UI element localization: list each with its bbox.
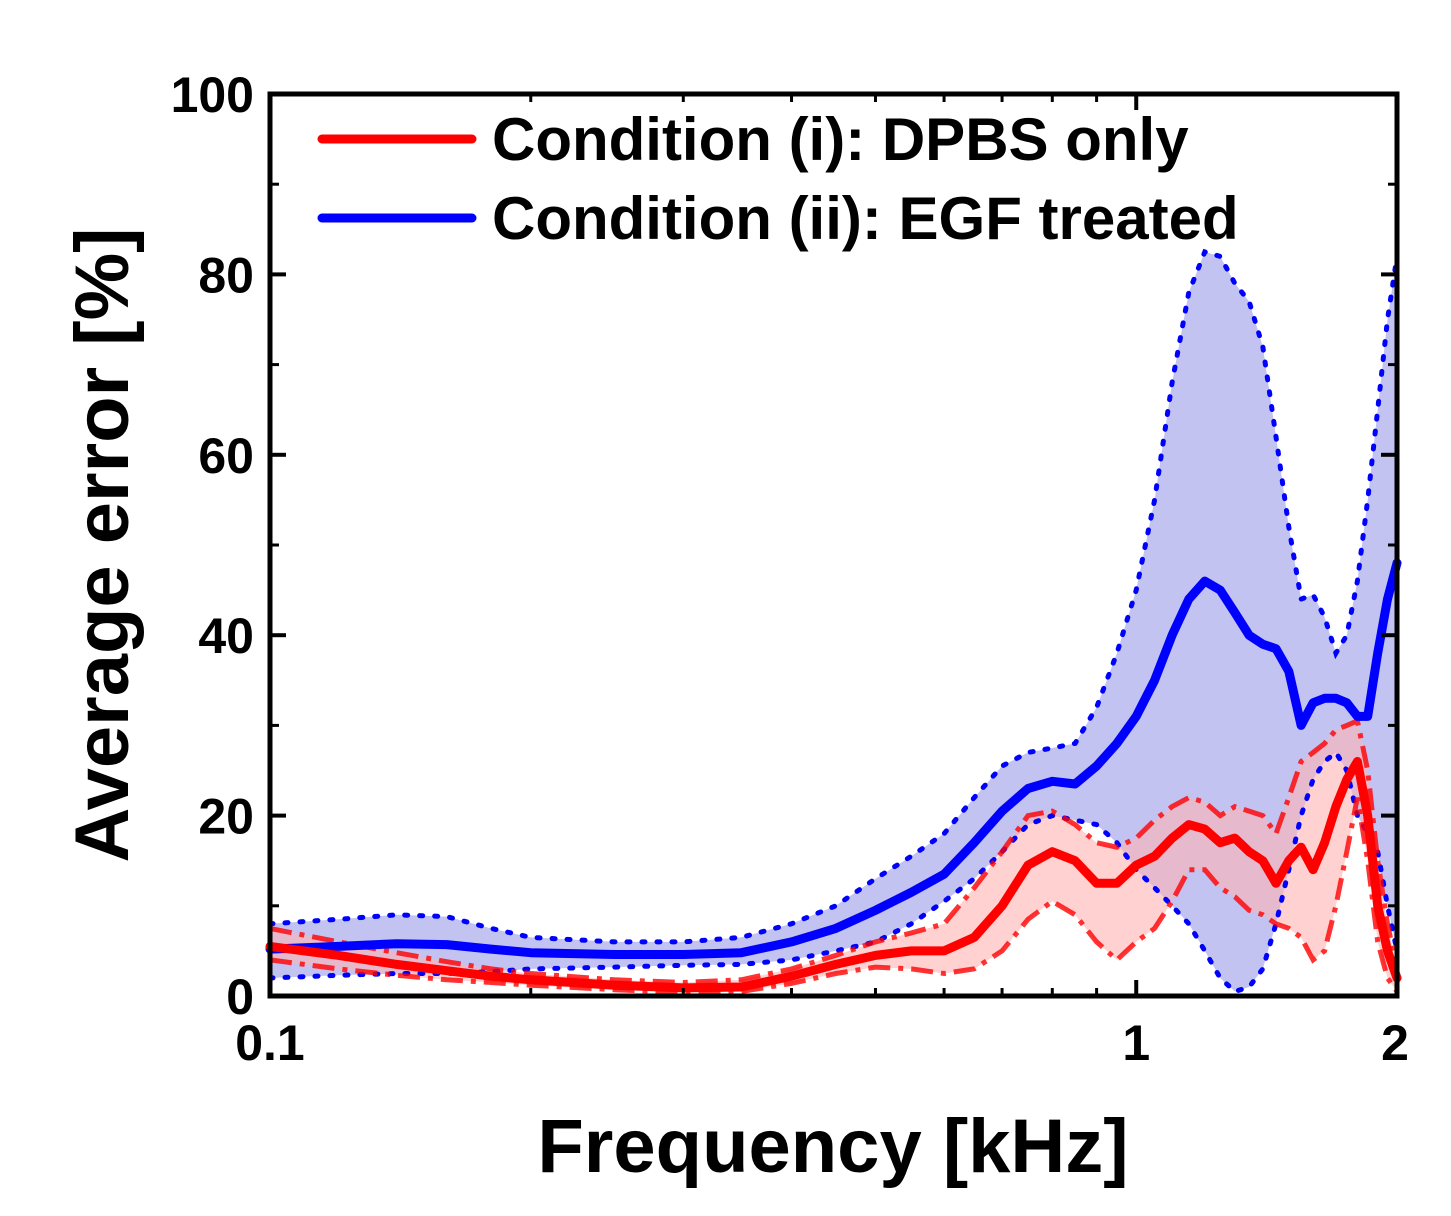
y-tick-label: 0 [226, 969, 254, 1025]
y-tick-label: 60 [198, 428, 254, 484]
x-tick-label: 0.1 [235, 1015, 305, 1071]
y-axis-title: Average error [%] [60, 228, 145, 863]
mean-line-series-0 [265, 757, 1402, 993]
legend-label-series-1: Condition (ii): EGF treated [492, 185, 1239, 252]
x-axis-title: Frequency [kHz] [537, 1104, 1128, 1189]
band-series-1 [270, 251, 1397, 992]
upper-bound-series-1 [267, 248, 1400, 945]
upper-bound-series-0 [269, 717, 1400, 986]
y-tick-label: 100 [171, 67, 254, 123]
y-tick-label: 80 [198, 247, 254, 303]
y-tick-label: 40 [198, 608, 254, 664]
band-series-0 [270, 720, 1397, 993]
x-axis-tick-labels: 0.1 1 2 [235, 1015, 1409, 1071]
y-tick-label: 20 [198, 789, 254, 845]
lower-bound-series-1 [267, 748, 1400, 995]
x-tick-label: 2 [1381, 1015, 1409, 1071]
legend-label-series-0: Condition (i): DPBS only [492, 106, 1189, 173]
x-axis-ticks [268, 94, 1399, 996]
y-axis-tick-labels: 0 20 40 60 80 100 [171, 67, 254, 1025]
y-axis-ticks [270, 92, 1397, 998]
legend: Condition (i): DPBS only Condition (ii): … [317, 106, 1239, 252]
x-tick-label: 1 [1122, 1015, 1150, 1071]
mean-lines [265, 558, 1402, 993]
mean-line-series-1 [265, 558, 1402, 959]
confidence-bands [270, 251, 1397, 993]
